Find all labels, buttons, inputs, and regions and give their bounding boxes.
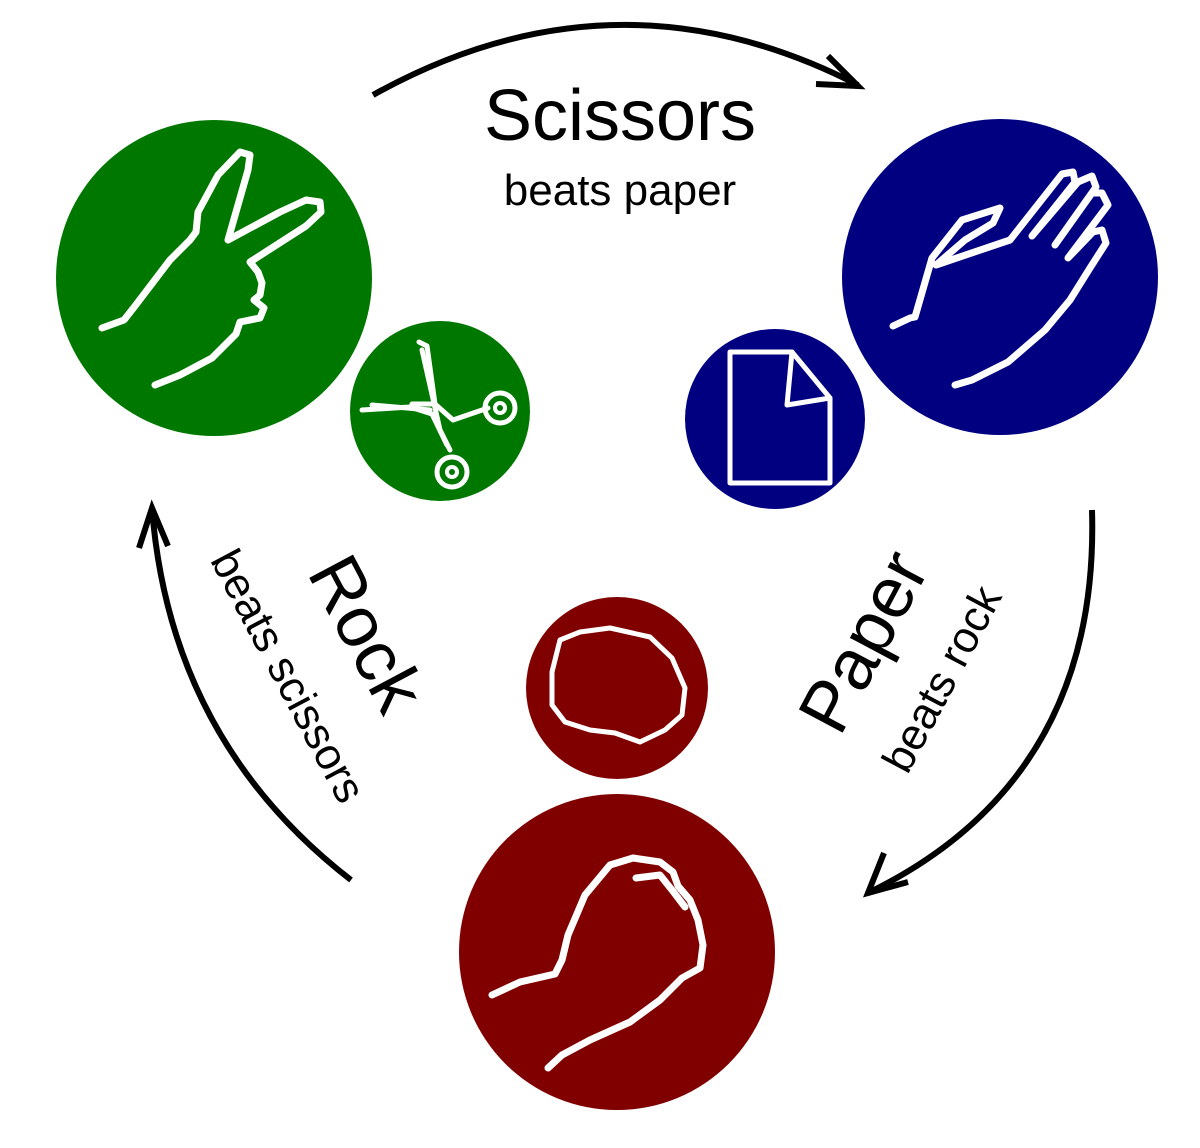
fist-icon: [488, 854, 707, 1072]
rock-fist-circle: [459, 794, 775, 1110]
v-sign-hand-icon: [98, 148, 325, 389]
scissors-hand-circle: [56, 120, 372, 436]
scissors-group: Scissors beats paper: [56, 76, 756, 501]
arrow-rock-to-scissors: [136, 499, 353, 883]
document-icon: [727, 349, 833, 486]
scissors-subtitle: beats paper: [504, 166, 736, 215]
open-hand-icon: [889, 168, 1112, 389]
paper-group: Paper beats rock: [685, 119, 1158, 780]
arrow-scissors-to-paper: [371, 21, 866, 98]
paper-hand-circle: [842, 119, 1158, 435]
arrow-paper-to-rock: [862, 509, 1096, 898]
scissors-icon: [359, 339, 518, 490]
scissors-title: Scissors: [484, 76, 756, 156]
stone-icon: [549, 625, 688, 745]
